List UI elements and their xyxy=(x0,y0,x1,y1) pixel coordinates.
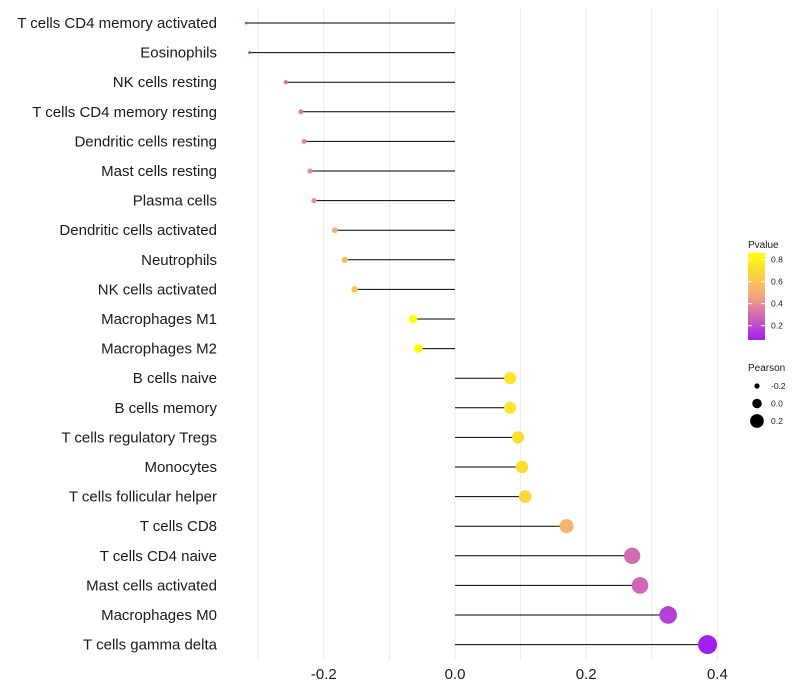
category-label: Plasma cells xyxy=(133,193,217,210)
legend-pearson-label: 0.2 xyxy=(771,416,783,426)
lollipop-point xyxy=(298,109,304,115)
category-label: T cells CD4 naive xyxy=(100,548,217,565)
category-label: T cells gamma delta xyxy=(83,637,218,654)
x-tick-label: 0.4 xyxy=(707,666,728,683)
category-label: Mast cells resting xyxy=(101,163,217,180)
legend-pearson-title: Pearson xyxy=(748,363,785,374)
category-label: Macrophages M2 xyxy=(101,341,217,358)
lollipop-point xyxy=(283,80,288,85)
legend-pvalue-colorbar xyxy=(748,253,765,340)
x-tick-label: 0.0 xyxy=(445,666,466,683)
lollipop-point xyxy=(518,490,532,503)
lollipop-point xyxy=(631,577,649,594)
category-label: Monocytes xyxy=(144,459,217,476)
lollipop-point xyxy=(244,21,248,25)
lollipop-point xyxy=(659,606,678,624)
legend-pearson-dot xyxy=(750,414,764,428)
lollipop-point xyxy=(351,286,358,293)
lollipop-point xyxy=(413,344,423,354)
lollipop-point xyxy=(515,460,529,474)
category-label: T cells regulatory Tregs xyxy=(61,429,217,446)
legend-pearson-label: 0.0 xyxy=(771,399,783,409)
category-label: NK cells activated xyxy=(98,281,217,298)
lollipop-point xyxy=(301,138,307,144)
category-label: Dendritic cells activated xyxy=(59,222,217,239)
category-label: T cells follicular helper xyxy=(69,489,217,506)
legend-pvalue-tick: 0.6 xyxy=(771,277,783,287)
legend-pearson-dot xyxy=(752,398,762,409)
x-tick-label: 0.2 xyxy=(576,666,597,683)
lollipop-point xyxy=(307,168,313,174)
category-label: T cells CD4 memory activated xyxy=(17,15,217,32)
lollipop-point xyxy=(408,314,418,324)
category-label: Neutrophils xyxy=(141,252,217,269)
legend-pvalue-tick: 0.2 xyxy=(771,321,783,331)
category-label: T cells CD8 xyxy=(140,518,217,535)
lollipop-point xyxy=(248,51,252,55)
lollipop-point xyxy=(311,197,317,204)
category-label: B cells memory xyxy=(114,400,217,417)
category-label: Dendritic cells resting xyxy=(74,133,217,150)
category-label: Eosinophils xyxy=(140,45,217,62)
category-label: NK cells resting xyxy=(113,74,217,91)
legend-pvalue-tick: 0.4 xyxy=(771,299,783,309)
lollipop-point xyxy=(623,547,641,564)
lollipop-point xyxy=(698,635,718,655)
category-label: T cells CD4 memory resting xyxy=(32,104,217,121)
legend-pvalue-title: Pvalue xyxy=(748,240,779,251)
lollipop-point xyxy=(341,256,348,263)
x-tick-label: -0.2 xyxy=(311,666,337,683)
legend-pvalue-tick: 0.8 xyxy=(771,255,783,265)
lollipop-point xyxy=(559,519,574,534)
lollipop-point xyxy=(504,401,517,414)
legend-pearson-label: -0.2 xyxy=(771,381,786,391)
lollipop-point xyxy=(511,431,525,444)
lollipop-point xyxy=(504,372,517,385)
lollipop-point xyxy=(331,227,338,234)
category-label: Mast cells activated xyxy=(86,577,217,594)
category-label: Macrophages M0 xyxy=(101,607,217,624)
category-label: B cells naive xyxy=(133,370,217,387)
legend-pearson-dot xyxy=(754,383,760,389)
category-label: Macrophages M1 xyxy=(101,311,217,328)
